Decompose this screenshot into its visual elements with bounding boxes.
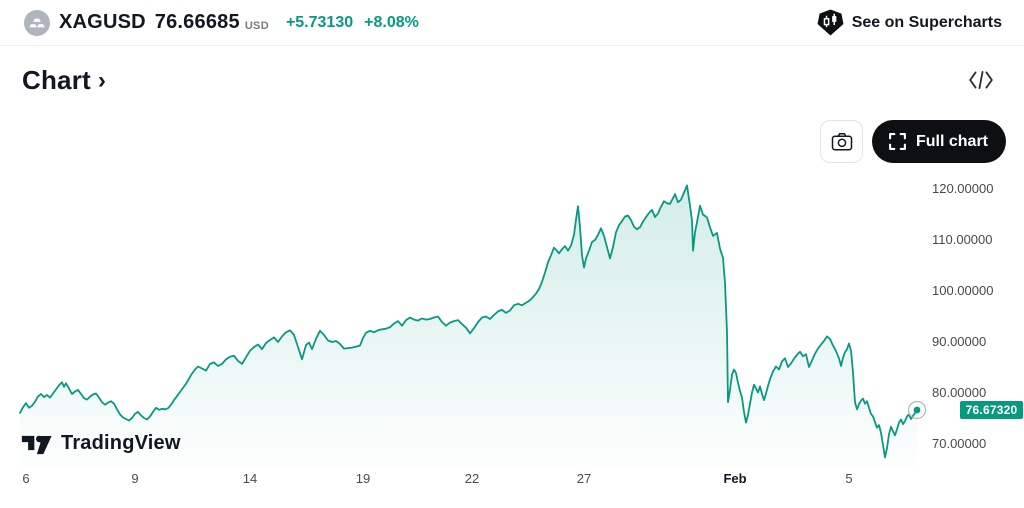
section-row: Chart › <box>0 58 1024 102</box>
tradingview-watermark[interactable]: TradingView <box>21 430 181 456</box>
symbol-header: XAGUSD 76.66685 USD +5.73130 +8.08% See … <box>0 0 1024 46</box>
supercharts-shield-icon <box>817 9 844 36</box>
price-line <box>19 184 918 459</box>
supercharts-link-label: See on Supercharts <box>851 13 1002 31</box>
silver-symbol-icon <box>24 9 50 36</box>
area-fill <box>20 185 917 466</box>
see-on-supercharts-link[interactable]: See on Supercharts <box>817 9 1002 36</box>
full-chart-button[interactable]: Full chart <box>872 120 1007 163</box>
chart-section-link[interactable]: Chart › <box>22 65 106 96</box>
snapshot-camera-button[interactable] <box>820 120 863 163</box>
x-axis-label: 27 <box>576 471 592 486</box>
tradingview-logo-icon <box>21 435 52 455</box>
last-price-badge: 76.67320 <box>960 400 1023 419</box>
symbol-name: XAGUSD <box>59 11 146 33</box>
last-price-dot <box>913 406 921 414</box>
y-axis-label: 70.00000 <box>932 436 987 451</box>
x-axis-label: 5 <box>845 471 853 486</box>
price-change-percent: +8.08% <box>364 13 419 31</box>
symbol-price: 76.66685 <box>154 11 240 33</box>
full-chart-label: Full chart <box>916 132 989 150</box>
y-axis-label: 100.00000 <box>932 283 994 298</box>
price-change: +5.73130 <box>285 13 354 31</box>
symbol-info[interactable]: XAGUSD 76.66685 USD +5.73130 +8.08% <box>24 9 419 36</box>
x-axis-label: 6 <box>22 471 30 486</box>
y-axis-label: 90.00000 <box>932 334 987 349</box>
y-axis-label: 80.00000 <box>932 385 987 400</box>
camera-icon <box>831 132 852 150</box>
page-title: Chart <box>22 64 91 95</box>
y-axis-label: 110.00000 <box>932 232 993 247</box>
symbol-currency: USD <box>244 20 269 32</box>
x-axis-label: 19 <box>355 471 371 486</box>
fullscreen-icon <box>889 133 906 150</box>
chevron-right-icon: › <box>97 67 106 94</box>
x-axis-label: 14 <box>242 471 258 486</box>
embed-code-icon[interactable] <box>968 70 994 90</box>
x-axis-label: 22 <box>464 471 480 486</box>
x-axis-label: Feb <box>723 471 747 486</box>
x-axis-label: 9 <box>131 471 139 486</box>
last-price-pulse-ring <box>907 400 927 420</box>
y-axis-label: 120.00000 <box>932 181 994 196</box>
tradingview-brand-text: TradingView <box>61 431 181 454</box>
